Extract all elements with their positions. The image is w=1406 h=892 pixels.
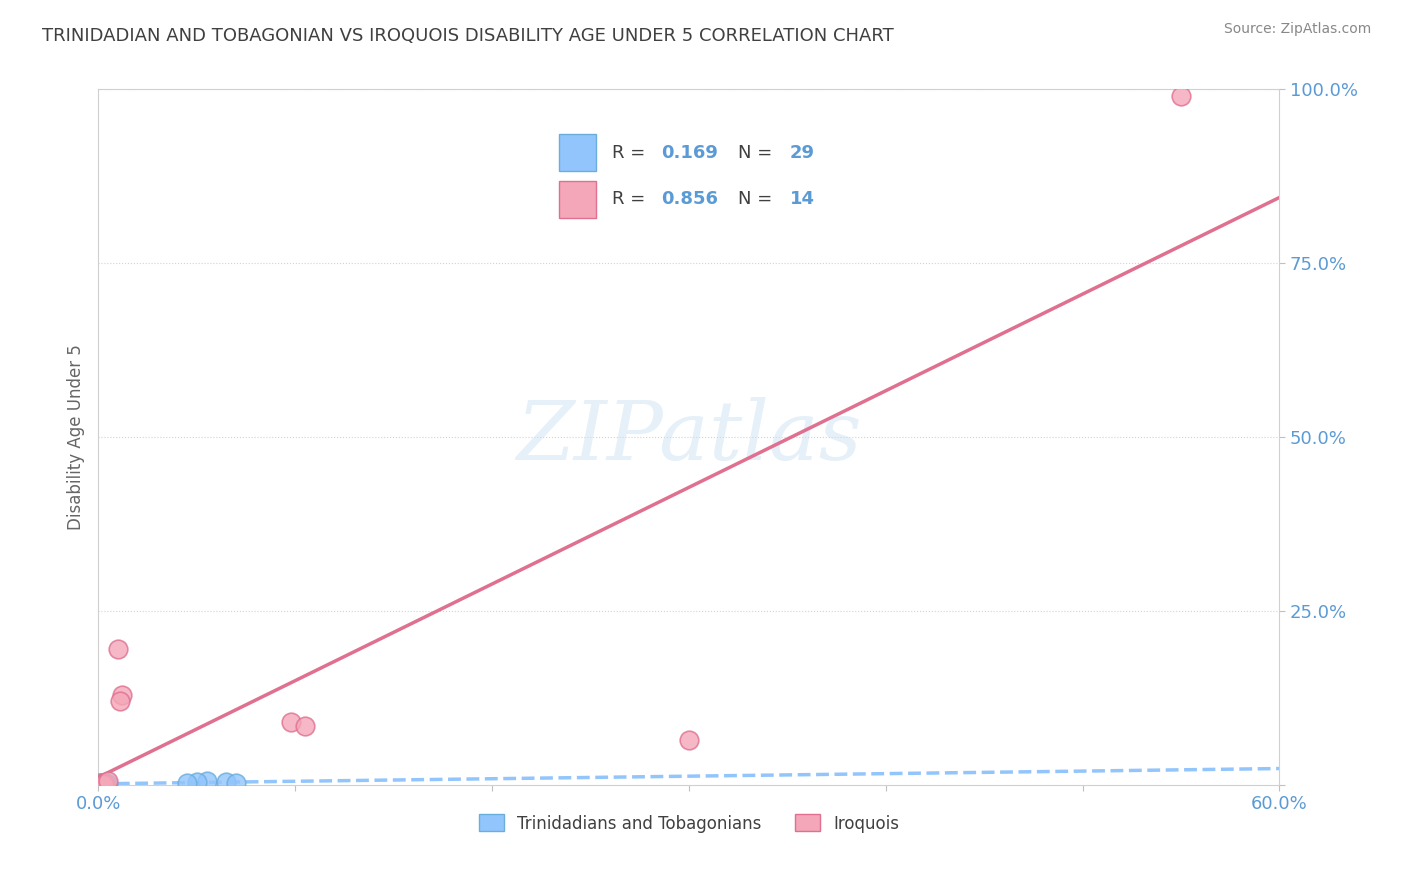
Point — [280, 715, 302, 730]
Point — [89, 776, 111, 790]
Point — [97, 774, 120, 789]
Point — [93, 777, 115, 791]
Point — [89, 777, 111, 791]
Y-axis label: Disability Age Under 5: Disability Age Under 5 — [66, 344, 84, 530]
Point — [678, 732, 700, 747]
Point — [186, 775, 208, 789]
Point — [107, 642, 129, 657]
Point — [93, 777, 115, 791]
Point — [91, 776, 114, 790]
Point — [294, 719, 316, 733]
Text: TRINIDADIAN AND TOBAGONIAN VS IROQUOIS DISABILITY AGE UNDER 5 CORRELATION CHART: TRINIDADIAN AND TOBAGONIAN VS IROQUOIS D… — [42, 27, 894, 45]
Point — [91, 777, 114, 791]
Text: Source: ZipAtlas.com: Source: ZipAtlas.com — [1223, 22, 1371, 37]
Point — [91, 777, 114, 791]
Point — [93, 776, 115, 790]
Point — [89, 776, 111, 790]
Point — [91, 776, 114, 790]
Point — [91, 777, 114, 791]
Point — [91, 776, 114, 790]
Point — [97, 777, 120, 791]
Point — [91, 776, 114, 790]
Point — [93, 776, 115, 790]
Point — [215, 775, 238, 789]
Point — [91, 777, 114, 791]
Point — [93, 777, 115, 791]
Point — [1170, 89, 1192, 103]
Point — [96, 776, 118, 790]
Point — [89, 777, 111, 791]
Point — [91, 776, 114, 790]
Text: ZIPatlas: ZIPatlas — [516, 397, 862, 477]
Point — [225, 776, 247, 790]
Point — [93, 776, 115, 790]
Point — [195, 774, 218, 789]
Legend: Trinidadians and Tobagonians, Iroquois: Trinidadians and Tobagonians, Iroquois — [472, 808, 905, 839]
Point — [93, 776, 115, 790]
Point — [111, 688, 134, 702]
Point — [93, 776, 115, 790]
Point — [96, 776, 118, 790]
Point — [89, 776, 111, 790]
Point — [96, 776, 118, 790]
Point — [89, 776, 111, 790]
Point — [108, 694, 131, 708]
Point — [176, 776, 198, 790]
Point — [89, 777, 111, 791]
Point — [91, 777, 114, 791]
Point — [93, 777, 115, 791]
